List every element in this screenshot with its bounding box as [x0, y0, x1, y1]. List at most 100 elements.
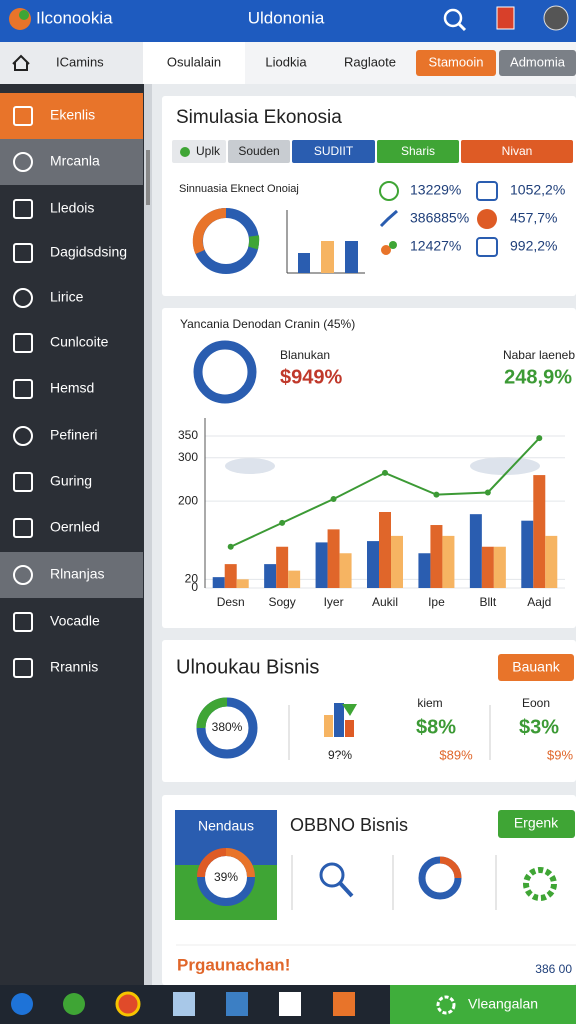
- stat: 457,7%: [510, 210, 557, 226]
- filter-icon: [180, 147, 190, 157]
- stat-icon: [379, 209, 398, 228]
- tab-label: ICamins: [56, 54, 104, 69]
- bar: [533, 475, 546, 588]
- stat: 386885%: [410, 210, 469, 226]
- sidebar-label[interactable]: Mrcanla: [50, 153, 100, 169]
- line-point: [227, 543, 234, 550]
- sidebar-icon: [13, 565, 33, 585]
- x-tick-label: Aukil: [372, 595, 398, 609]
- sidebar-label[interactable]: Cunlcoite: [50, 334, 109, 350]
- sidebar-icon: [13, 243, 33, 263]
- header-bar: [0, 0, 576, 42]
- filter-button[interactable]: [377, 140, 459, 163]
- footer-value: 386 00: [535, 962, 572, 976]
- button[interactable]: [498, 810, 575, 838]
- app-icon[interactable]: [226, 992, 248, 1016]
- sidebar-label[interactable]: Lledois: [50, 200, 94, 216]
- box-title: Nendaus: [198, 818, 254, 834]
- app-icon[interactable]: [279, 992, 301, 1016]
- button[interactable]: [498, 654, 574, 681]
- app-icon[interactable]: [115, 991, 141, 1017]
- bar: [521, 520, 534, 588]
- sidebar-label[interactable]: Vocadle: [50, 613, 100, 629]
- tab[interactable]: [0, 42, 143, 84]
- cloud: [225, 458, 275, 474]
- tab[interactable]: [245, 42, 327, 84]
- sidebar-highlight[interactable]: [0, 552, 143, 598]
- sidebar-label[interactable]: Oernled: [50, 519, 100, 535]
- taskbar-icons: [11, 991, 355, 1017]
- bookmark-icon[interactable]: [496, 6, 515, 30]
- donut-label: 380%: [212, 720, 243, 734]
- donut-icon: [192, 207, 227, 254]
- search-icon: [319, 862, 345, 888]
- stat-icon: [389, 241, 397, 249]
- sidebar-highlight[interactable]: [0, 139, 143, 185]
- bar: [224, 564, 237, 588]
- sidebar-label[interactable]: Ekenlis: [50, 107, 95, 123]
- bar: [288, 570, 301, 588]
- kpi-value: 248,9%: [504, 366, 572, 388]
- sidebar-icon: [13, 152, 33, 172]
- icon-label: 9?%: [328, 748, 352, 762]
- sidebar-label[interactable]: Guring: [50, 473, 92, 489]
- filter-label: SUDIIT: [314, 144, 354, 158]
- sidebar-label[interactable]: Rlnanjas: [50, 566, 104, 582]
- tab[interactable]: [499, 50, 576, 76]
- sidebar-label[interactable]: Pefineri: [50, 427, 97, 443]
- kpi-value: $8%: [416, 716, 456, 738]
- tab[interactable]: [330, 42, 410, 84]
- bar: [367, 541, 379, 588]
- y-tick-label: 0: [191, 580, 198, 594]
- sidebar-icon: [13, 612, 33, 632]
- donut-icon: [196, 697, 228, 729]
- sidebar-label[interactable]: Hemsd: [50, 380, 94, 396]
- sidebar-label[interactable]: Rrannis: [50, 659, 98, 675]
- sidebar-icon: [13, 379, 33, 399]
- card-title: OBBNO Bisnis: [290, 815, 408, 835]
- y-tick-label: 20: [185, 571, 199, 585]
- app-icon[interactable]: [173, 992, 195, 1016]
- tab[interactable]: [416, 50, 496, 76]
- filter-button[interactable]: [172, 140, 226, 163]
- donut-icon: [248, 235, 260, 250]
- bar: [339, 553, 352, 588]
- bar: [481, 546, 494, 588]
- kpi-value: $3%: [519, 716, 559, 738]
- filter-button[interactable]: [228, 140, 290, 163]
- kpi-sub: $9%: [547, 747, 573, 762]
- line-point: [536, 435, 543, 442]
- filters: Uplk Souden SUDIIT Sharis Nivan: [172, 140, 573, 163]
- stat-icon: [379, 181, 399, 201]
- bar: [212, 577, 225, 588]
- x-tick-label: Bllt: [480, 595, 497, 609]
- bar: [545, 535, 558, 588]
- app-icon[interactable]: [333, 992, 355, 1016]
- app-icon[interactable]: [11, 993, 33, 1015]
- bar: [430, 525, 443, 588]
- sidebar-icon: [13, 333, 33, 353]
- card-title: Yancania Denodan Cranin (45%): [180, 317, 355, 331]
- footer-text: Prgaunachan!: [177, 955, 290, 974]
- avatar[interactable]: [543, 5, 569, 31]
- sidebar-label[interactable]: Lirice: [50, 289, 84, 305]
- sidebar-label[interactable]: Dagidsdsing: [50, 244, 127, 260]
- bar: [236, 579, 249, 588]
- app-icon[interactable]: [63, 993, 85, 1015]
- icon-bar: [324, 715, 333, 737]
- bar: [327, 529, 340, 588]
- icon-bar: [321, 241, 334, 273]
- bar: [418, 553, 431, 588]
- sidebar-active[interactable]: [0, 93, 143, 139]
- bar: [391, 535, 403, 588]
- search-icon[interactable]: [443, 8, 463, 28]
- app-name: Ilconookia: [36, 8, 113, 27]
- filter-button[interactable]: [461, 140, 573, 163]
- taskbar-button[interactable]: [390, 985, 576, 1024]
- line-point: [484, 489, 491, 496]
- filter-button[interactable]: [292, 140, 375, 163]
- line-point: [279, 519, 286, 526]
- kpi-label: Nabar laeneb: [503, 348, 575, 362]
- tab[interactable]: [143, 42, 245, 84]
